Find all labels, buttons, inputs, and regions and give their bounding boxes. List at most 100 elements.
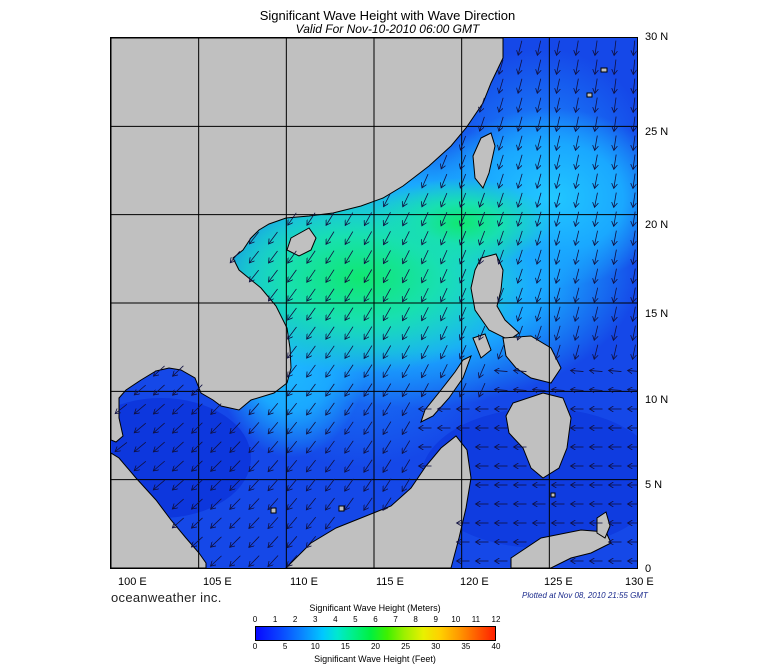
wave-arrow [518, 211, 523, 226]
wave-arrow [614, 40, 616, 56]
wave-arrow [595, 59, 597, 75]
wave-arrow [345, 231, 354, 245]
wave-arrow [211, 441, 222, 453]
colorbar-feet-tick: 25 [401, 642, 411, 651]
wave-arrow [364, 459, 373, 473]
colorbar-meters-tick: 4 [333, 615, 338, 624]
wave-arrow [575, 268, 579, 284]
lat-label-20n: 20 N [645, 219, 669, 231]
wave-arrow [306, 440, 316, 453]
wave-arrow [268, 555, 279, 566]
wave-arrow [173, 365, 184, 376]
wave-direction-arrows [115, 40, 637, 567]
wave-arrow [575, 211, 578, 227]
wave-arrow [364, 288, 373, 302]
wave-arrow [537, 211, 542, 226]
wave-arrow [479, 211, 485, 226]
wave-arrow [614, 211, 617, 227]
wave-arrow [633, 287, 636, 303]
wave-arrow [518, 325, 523, 340]
wave-arrow [326, 478, 335, 491]
wave-arrow [402, 421, 411, 434]
wave-arrow [268, 402, 279, 415]
wave-arrow [441, 326, 448, 340]
wave-arrow [287, 345, 297, 358]
wave-arrow [441, 154, 448, 169]
wave-arrow [422, 269, 429, 283]
wave-arrow [614, 59, 616, 75]
wave-arrow [595, 116, 598, 132]
wave-arrow [595, 135, 598, 151]
wave-arrow [288, 212, 297, 225]
wave-arrow [306, 497, 316, 510]
wave-arrow [306, 459, 316, 472]
wave-arrow [364, 326, 373, 340]
wave-arrow [460, 325, 467, 340]
wave-arrow [306, 516, 317, 529]
wave-arrow [288, 307, 297, 320]
wave-arrow [575, 230, 578, 246]
wave-arrow [518, 97, 523, 112]
wave-arrow [537, 192, 542, 207]
wave-arrow [402, 345, 410, 358]
wave-arrow [153, 441, 165, 452]
wave-arrow [499, 59, 504, 74]
wave-arrow [287, 497, 298, 509]
wave-arrow [499, 97, 504, 112]
colorbar-feet-tick: 40 [491, 642, 501, 651]
wave-arrow [269, 250, 278, 263]
wave-arrow [287, 402, 297, 415]
wave-arrow [614, 97, 616, 113]
colorbar-meters-tick: 5 [353, 615, 358, 624]
wave-arrow [383, 402, 392, 416]
wave-arrow [422, 212, 429, 226]
wave-arrow [590, 370, 603, 371]
wave-arrow [460, 306, 467, 321]
lat-lon-grid [111, 38, 637, 568]
wave-arrow [460, 249, 467, 264]
lat-label-25n: 25 N [645, 126, 669, 138]
land-taiwan [472, 132, 496, 189]
wave-arrow [590, 389, 603, 390]
wave-arrow [422, 231, 429, 245]
wave-arrow [575, 173, 578, 189]
wave-arrow [153, 365, 165, 376]
wave-arrow [633, 173, 635, 189]
wave-arrow [268, 269, 278, 282]
wave-arrow [498, 287, 504, 302]
wave-arrow [609, 370, 622, 371]
colorbar-meters-tick: 6 [373, 615, 378, 624]
wave-arrow [287, 536, 298, 547]
wave-arrow [364, 345, 373, 359]
wave-arrow [518, 135, 523, 150]
wave-arrow [383, 307, 392, 320]
wave-arrow [633, 249, 635, 265]
wave-arrow [307, 307, 316, 320]
wave-arrow [556, 173, 560, 189]
wave-arrow [211, 517, 222, 528]
wave-arrow [134, 384, 146, 395]
wave-arrow [460, 383, 467, 397]
wave-arrow [326, 440, 335, 453]
wave-arrow [268, 517, 279, 528]
plotted-timestamp: Plotted at Nov 08, 2010 21:55 GMT [522, 591, 648, 600]
wave-arrow [518, 59, 522, 75]
wave-arrow [249, 536, 260, 548]
wave-arrow [479, 192, 485, 207]
wave-arrow [230, 441, 241, 453]
wave-arrow [287, 517, 298, 528]
wave-arrow [495, 370, 508, 371]
wave-arrow [518, 268, 523, 283]
wave-arrow [249, 269, 259, 282]
wave-arrow [518, 287, 523, 302]
wave-arrow [518, 173, 523, 188]
wave-arrow [480, 116, 485, 131]
land-hainan [286, 227, 317, 257]
wave-arrow [211, 498, 222, 509]
wave-arrow [307, 212, 316, 226]
wave-arrow [345, 212, 354, 226]
wave-arrow [594, 249, 597, 265]
wave-arrow [499, 230, 504, 245]
lat-label-15n: 15 N [645, 308, 669, 320]
wave-arrow [575, 325, 580, 340]
